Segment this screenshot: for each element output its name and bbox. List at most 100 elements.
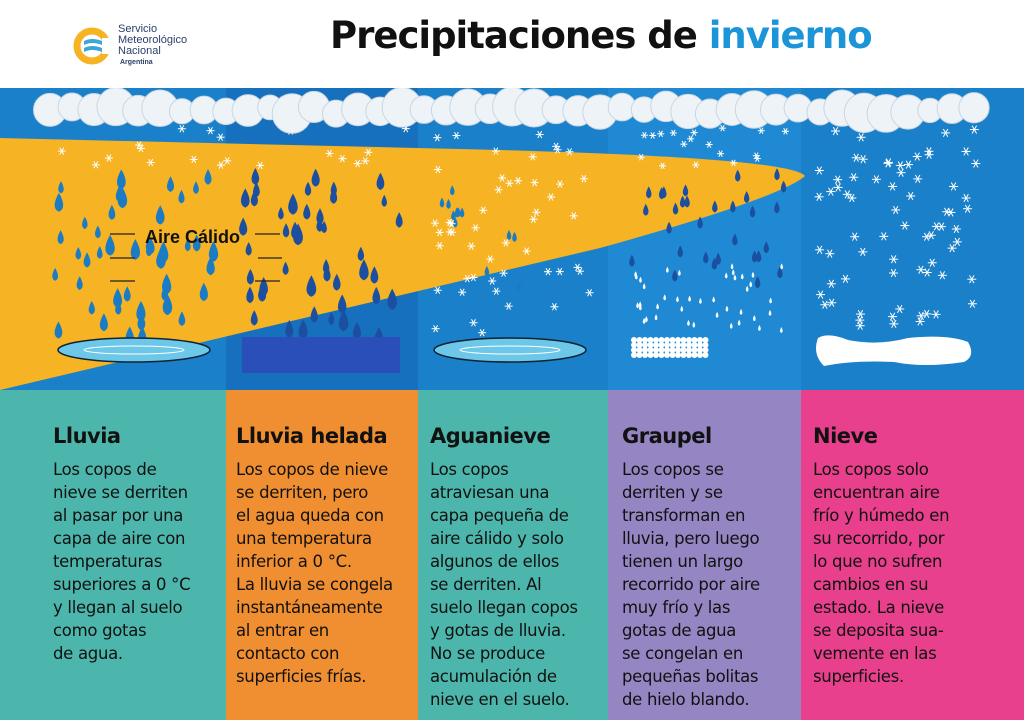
ice-pellet	[697, 337, 703, 343]
ice-pellet	[636, 347, 643, 353]
raindrop-icon	[253, 182, 260, 198]
snowflake-icon	[895, 161, 905, 170]
snowflake-icon	[924, 150, 934, 159]
raindrop-icon	[780, 180, 787, 193]
snowflake-icon	[546, 193, 555, 201]
raindrop-icon	[162, 293, 173, 316]
snowflake-icon	[530, 178, 539, 187]
raindrop-icon	[703, 251, 709, 264]
raindrop-icon	[672, 202, 679, 215]
raindrop-icon	[337, 294, 347, 314]
ice-pellet	[691, 337, 698, 343]
raindrop-icon	[357, 246, 365, 262]
snowflake-icon	[216, 161, 225, 169]
snowflake-icon	[961, 147, 971, 156]
column-nieve: Nieve Los copos solo encuentran aire frío…	[801, 390, 1024, 720]
snowflake-icon	[555, 267, 564, 276]
raindrop-icon	[780, 263, 783, 270]
ice-pellet	[653, 347, 659, 353]
raindrop-icon	[395, 212, 403, 228]
ice-pellet	[653, 337, 659, 343]
snowflake-icon	[705, 141, 713, 148]
snowflake-icon	[912, 152, 922, 161]
raindrop-icon	[663, 294, 667, 301]
column-text: Los copos solo encuentran aire frío y hú…	[813, 460, 950, 686]
column-title: Lluvia	[53, 424, 121, 448]
raindrop-icon	[699, 297, 702, 304]
snowflake-icon	[91, 161, 100, 169]
snowflake-icon	[535, 130, 544, 139]
snowflake-icon	[916, 311, 926, 320]
snowflake-icon	[826, 187, 836, 196]
raindrop-icon	[75, 247, 82, 260]
raindrop-icon	[697, 216, 703, 229]
raindrop-icon	[629, 254, 635, 267]
snowflake-icon	[967, 299, 977, 308]
raindrop-icon	[731, 269, 735, 276]
ice-pellet	[631, 352, 637, 358]
raindrop-icon	[733, 274, 737, 281]
raindrop-icon	[735, 169, 741, 182]
raindrop-icon	[352, 321, 362, 340]
smn-logo-icon	[73, 27, 112, 65]
raindrop-icon	[768, 309, 772, 316]
snowflake-icon	[888, 312, 898, 321]
snowflake-icon	[498, 174, 507, 182]
raindrop-icon	[387, 288, 397, 310]
snowflake-icon	[504, 302, 513, 310]
raindrop-icon	[117, 187, 128, 209]
raindrop-icon	[639, 276, 642, 283]
snowflake-icon	[486, 255, 495, 263]
snowflake-icon	[842, 190, 852, 199]
ice-pellet	[686, 342, 692, 348]
snowflake-icon	[820, 300, 830, 309]
raindrop-icon	[246, 268, 254, 285]
snowflake-icon	[488, 277, 497, 285]
raindrop-icon	[199, 282, 208, 302]
snowflake-icon	[433, 286, 442, 294]
ice-pellet	[642, 342, 648, 348]
raindrop-icon	[293, 223, 303, 246]
snowflake-icon	[471, 224, 480, 232]
column-lluvia-helada: Lluvia helada Los copos de nieve se derri…	[226, 390, 418, 720]
snowflake-icon	[649, 132, 657, 139]
snowflake-icon	[692, 161, 700, 169]
raindrop-icon	[240, 188, 250, 208]
puddle-highlight	[83, 345, 185, 355]
snowflake-icon	[717, 150, 725, 157]
snowflake-icon	[435, 242, 444, 250]
ice-pellet	[636, 337, 643, 343]
snowflake-icon	[896, 168, 906, 177]
ice-pellet	[669, 337, 676, 343]
raindrop-icon	[688, 295, 691, 302]
raindrop-icon	[76, 276, 83, 290]
raindrop-icon	[506, 229, 512, 240]
column-text: Los copos atraviesan una capa pequeña de…	[430, 460, 578, 709]
raindrop-icon	[729, 322, 733, 329]
snowflake-icon	[969, 125, 979, 134]
raindrop-icon	[453, 217, 458, 228]
snowflake-icon	[858, 247, 868, 257]
column-title: Graupel	[622, 424, 712, 448]
logo-country: Argentina	[120, 59, 153, 66]
raindrop-icon	[147, 238, 155, 255]
snowflake-icon	[575, 267, 584, 275]
snowflake-icon	[913, 174, 923, 184]
snowflake-icon	[963, 204, 973, 213]
raindrop-icon	[137, 312, 146, 331]
raindrop-icon	[113, 288, 123, 308]
snowflake-icon	[585, 289, 594, 297]
snowflake-icon	[445, 218, 454, 227]
raindrop-icon	[204, 169, 212, 185]
raindrop-icon	[54, 192, 64, 212]
raindrop-icon	[484, 266, 490, 277]
raindrop-icon	[311, 168, 320, 187]
snowflake-icon	[522, 247, 531, 255]
snowflake-icon	[494, 186, 503, 194]
ice-pellet	[697, 347, 703, 353]
raindrop-icon	[130, 239, 141, 260]
snow-pile-icon	[816, 335, 972, 366]
snowflake-icon	[851, 153, 861, 162]
ice-pellet	[691, 352, 698, 358]
raindrop-icon	[88, 300, 95, 315]
